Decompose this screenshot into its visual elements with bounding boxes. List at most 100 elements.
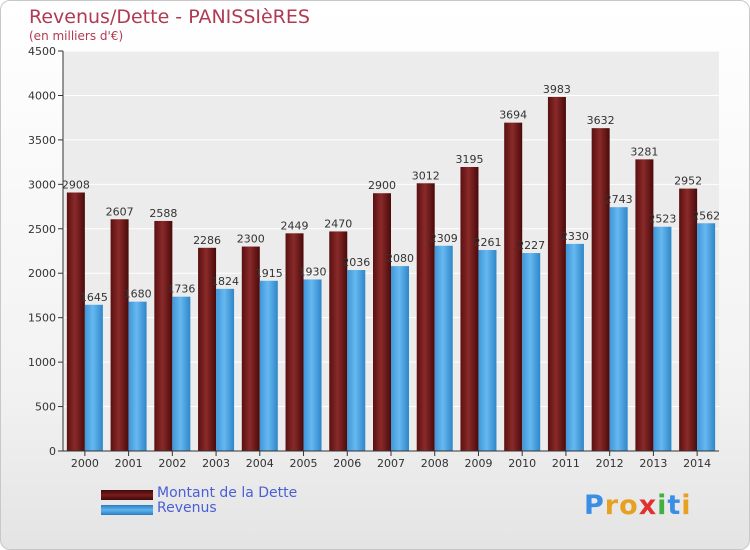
data-label-dette: 3195 xyxy=(455,153,483,166)
bar-dette xyxy=(504,122,523,452)
data-label-dette: 2908 xyxy=(62,179,90,192)
data-label-dette: 2300 xyxy=(237,233,265,246)
bar-revenus xyxy=(347,270,366,451)
bar-revenus xyxy=(303,279,322,451)
y-tick-label: 500 xyxy=(35,401,56,414)
data-label-revenus: 2227 xyxy=(517,239,545,252)
data-label-dette: 2470 xyxy=(324,217,352,230)
bar-revenus xyxy=(434,245,453,451)
bar-revenus xyxy=(653,226,672,451)
logo-letter: P xyxy=(584,490,605,521)
logo-letter: i xyxy=(681,490,692,521)
x-tick-label: 2001 xyxy=(115,457,143,470)
logo-letter: x xyxy=(638,490,658,521)
data-label-dette: 2952 xyxy=(674,175,702,188)
x-tick-label: 2008 xyxy=(421,457,449,470)
data-label-revenus: 2261 xyxy=(473,236,501,249)
logo-letter: o xyxy=(619,490,639,521)
data-label-dette: 3632 xyxy=(587,114,615,127)
chart-subtitle: (en milliers d'€) xyxy=(29,29,124,43)
logo-letter: t xyxy=(667,490,682,521)
data-label-revenus: 2330 xyxy=(561,230,589,243)
bar-dette xyxy=(591,128,610,451)
y-tick-label: 2000 xyxy=(28,267,56,280)
x-tick-label: 2002 xyxy=(158,457,186,470)
y-tick-label: 2500 xyxy=(28,223,56,236)
data-label-dette: 3694 xyxy=(499,109,527,122)
x-tick-label: 2000 xyxy=(71,457,99,470)
bar-dette xyxy=(679,188,698,451)
bar-revenus xyxy=(391,266,409,451)
bar-dette xyxy=(547,96,566,451)
bar-dette xyxy=(110,219,129,451)
bar-dette xyxy=(198,247,217,451)
bar-revenus xyxy=(128,301,147,451)
data-label-revenus: 2743 xyxy=(605,193,633,206)
bar-dette xyxy=(460,167,479,451)
legend-swatch-revenus xyxy=(101,505,153,515)
logo-letter: r xyxy=(604,490,620,521)
bar-dette xyxy=(66,192,85,451)
proxiti-logo: Proxiti xyxy=(584,490,692,521)
x-tick-label: 2011 xyxy=(552,457,580,470)
bar-dette xyxy=(635,159,654,451)
data-label-revenus: 2562 xyxy=(692,209,720,222)
y-tick-label: 3000 xyxy=(28,178,56,191)
legend-swatch-dette xyxy=(101,490,153,500)
bar-revenus xyxy=(172,296,191,451)
bar-revenus xyxy=(216,288,235,451)
data-label-dette: 2900 xyxy=(368,179,396,192)
bar-revenus xyxy=(478,250,497,451)
data-label-revenus: 2080 xyxy=(386,252,414,265)
data-label-dette: 3281 xyxy=(630,145,658,158)
data-label-revenus: 1930 xyxy=(299,265,327,278)
y-tick-label: 3500 xyxy=(28,134,56,147)
data-label-revenus: 1680 xyxy=(124,288,152,301)
data-label-revenus: 1915 xyxy=(255,267,283,280)
x-tick-label: 2012 xyxy=(596,457,624,470)
x-tick-label: 2014 xyxy=(683,457,711,470)
legend-label-dette: Montant de la Dette xyxy=(157,485,298,501)
logo-letter: i xyxy=(657,490,668,521)
bar-dette xyxy=(329,231,348,451)
data-label-revenus: 2523 xyxy=(648,213,676,226)
x-tick-label: 2009 xyxy=(464,457,492,470)
data-label-revenus: 2036 xyxy=(342,256,370,269)
y-tick-label: 1500 xyxy=(28,312,56,325)
chart-title: Revenus/Dette - PANISSIèRES xyxy=(29,6,310,28)
y-tick-label: 0 xyxy=(49,445,56,458)
data-label-dette: 2286 xyxy=(193,234,221,247)
data-label-dette: 3983 xyxy=(543,83,571,96)
x-tick-label: 2005 xyxy=(290,457,318,470)
bar-revenus xyxy=(565,243,584,451)
bar-dette xyxy=(416,183,435,451)
data-label-revenus: 1824 xyxy=(211,275,239,288)
bar-dette xyxy=(373,193,391,451)
y-tick-label: 4500 xyxy=(28,45,56,58)
bar-revenus xyxy=(697,223,716,451)
bar-dette xyxy=(154,220,173,451)
bar-dette xyxy=(285,233,304,451)
data-label-revenus: 2309 xyxy=(430,232,458,245)
x-tick-label: 2006 xyxy=(333,457,361,470)
bar-dette xyxy=(241,246,260,451)
bar-revenus xyxy=(84,304,103,451)
data-label-dette: 2607 xyxy=(106,205,134,218)
x-tick-label: 2013 xyxy=(639,457,667,470)
data-label-revenus: 1645 xyxy=(80,291,108,304)
x-tick-label: 2010 xyxy=(508,457,536,470)
data-label-dette: 2449 xyxy=(281,219,309,232)
bar-revenus xyxy=(609,207,628,451)
x-tick-label: 2007 xyxy=(377,457,405,470)
data-label-revenus: 1736 xyxy=(167,283,195,296)
y-tick-label: 4000 xyxy=(28,89,56,102)
bar-revenus xyxy=(259,280,278,451)
x-tick-label: 2003 xyxy=(202,457,230,470)
data-label-dette: 3012 xyxy=(412,169,440,182)
legend-label-revenus: Revenus xyxy=(157,500,217,516)
bar-revenus xyxy=(522,253,541,451)
x-tick-label: 2004 xyxy=(246,457,274,470)
y-tick-label: 1000 xyxy=(28,356,56,369)
